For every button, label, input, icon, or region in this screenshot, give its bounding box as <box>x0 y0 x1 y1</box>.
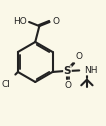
Text: O: O <box>64 81 71 90</box>
Text: NH: NH <box>84 66 97 75</box>
Text: O: O <box>75 52 82 61</box>
Text: Cl: Cl <box>1 80 10 89</box>
Text: HO: HO <box>13 18 26 26</box>
Text: S: S <box>64 66 71 76</box>
Text: O: O <box>52 18 59 26</box>
